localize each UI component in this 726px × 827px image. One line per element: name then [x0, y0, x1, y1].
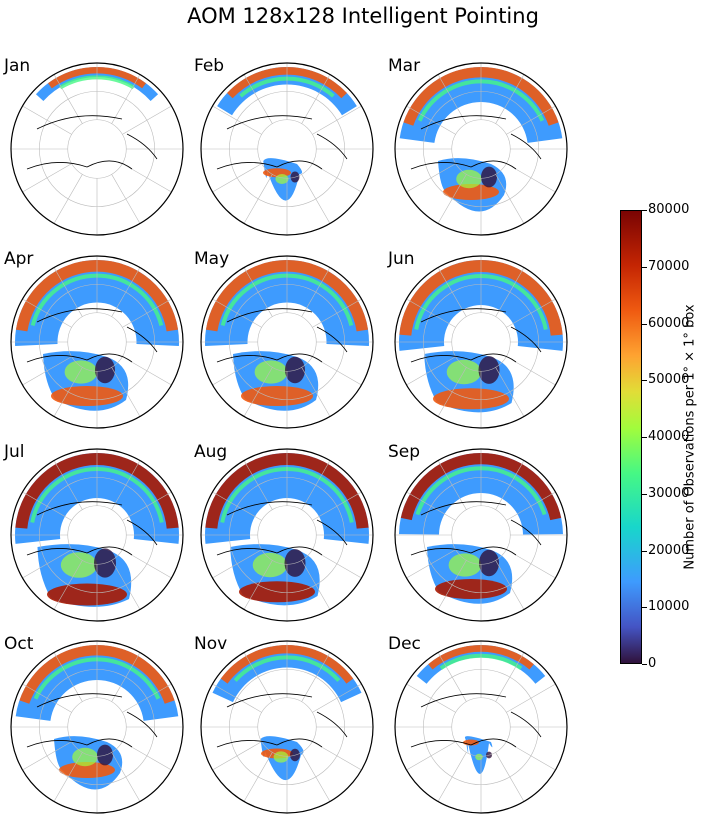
colorbar-tick-label: 80000	[648, 202, 690, 217]
map-panel-dec: Dec	[386, 632, 576, 822]
colorbar-tick-label: 30000	[648, 486, 690, 501]
map-panel-sep: Sep	[386, 440, 576, 630]
month-label: Aug	[194, 442, 228, 462]
observation-field	[11, 449, 183, 621]
observation-field	[11, 256, 183, 428]
colorbar-tick-mark	[642, 664, 647, 665]
colorbar-tick-label: 10000	[648, 599, 690, 614]
month-label: Oct	[4, 634, 34, 654]
colorbar-tick-mark	[642, 494, 647, 495]
polar-map	[394, 255, 568, 429]
map-panel-jul: Jul	[2, 440, 192, 630]
figure-title: AOM 128x128 Intelligent Pointing	[187, 4, 539, 28]
colorbar-tick-label: 0	[648, 656, 657, 671]
colorbar-tick-mark	[642, 551, 647, 552]
observation-field	[11, 63, 183, 235]
polar-map	[200, 640, 374, 814]
polar-map	[200, 255, 374, 429]
observation-field	[201, 63, 373, 235]
map-panel-feb: Feb	[192, 54, 382, 244]
colorbar-tick-mark	[642, 210, 647, 211]
polar-map	[200, 62, 374, 236]
observation-field	[395, 63, 567, 235]
colorbar-tick-mark	[642, 607, 647, 608]
month-label: Feb	[194, 56, 225, 76]
colorbar-tick-label: 50000	[648, 372, 690, 387]
month-label: Dec	[388, 634, 421, 654]
observation-field	[201, 641, 373, 813]
colorbar-tick-mark	[642, 267, 647, 268]
map-panel-jan: Jan	[2, 54, 192, 244]
polar-map	[394, 448, 568, 622]
map-panel-aug: Aug	[192, 440, 382, 630]
observation-field	[201, 256, 373, 428]
month-label: Jun	[388, 249, 415, 269]
month-label: Mar	[388, 56, 421, 76]
map-panel-nov: Nov	[192, 632, 382, 822]
month-label: Apr	[4, 249, 34, 269]
map-panel-oct: Oct	[2, 632, 192, 822]
map-panel-mar: Mar	[386, 54, 576, 244]
colorbar	[620, 210, 642, 664]
observation-field	[395, 256, 567, 428]
month-label: Nov	[194, 634, 228, 654]
map-panel-may: May	[192, 247, 382, 437]
polar-map	[10, 62, 184, 236]
polar-map	[394, 62, 568, 236]
month-label: May	[194, 249, 230, 269]
colorbar-tick-label: 40000	[648, 429, 690, 444]
colorbar-label-text: Number of Observations per 1° × 1° box	[682, 304, 698, 570]
map-panel-jun: Jun	[386, 247, 576, 437]
observation-field	[395, 641, 567, 813]
colorbar-tick-label: 60000	[648, 316, 690, 331]
colorbar-tick-label: 20000	[648, 543, 690, 558]
observation-field	[395, 449, 567, 621]
polar-map	[394, 640, 568, 814]
polar-map	[200, 448, 374, 622]
map-panel-apr: Apr	[2, 247, 192, 437]
polar-map	[10, 255, 184, 429]
colorbar-tick-label: 70000	[648, 259, 690, 274]
month-label: Jan	[4, 56, 31, 76]
colorbar-tick-mark	[642, 437, 647, 438]
colorbar-tick-mark	[642, 380, 647, 381]
month-label: Jul	[4, 442, 25, 462]
observation-field	[201, 449, 373, 621]
observation-field	[11, 641, 183, 813]
colorbar-tick-mark	[642, 324, 647, 325]
polar-map	[10, 448, 184, 622]
polar-map	[10, 640, 184, 814]
month-label: Sep	[388, 442, 421, 462]
